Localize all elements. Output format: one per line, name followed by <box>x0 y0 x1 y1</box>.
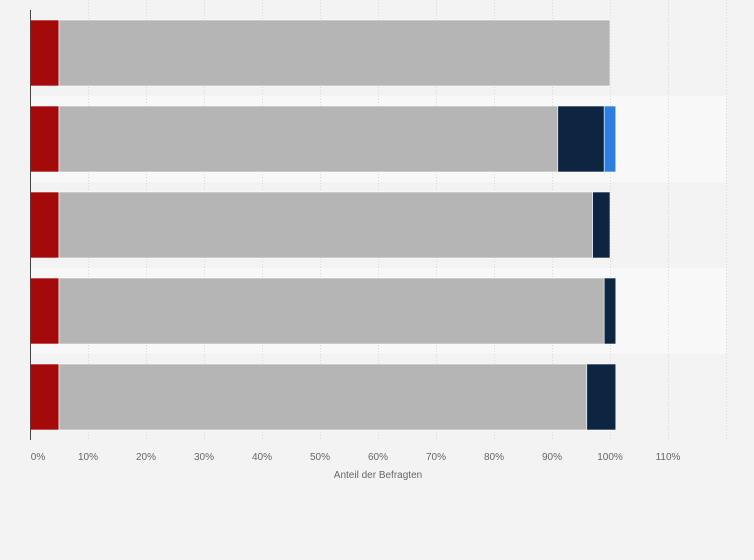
bar-segment[interactable] <box>586 363 617 431</box>
bar-segment[interactable] <box>58 105 559 173</box>
bars <box>29 19 617 431</box>
bar-segment[interactable] <box>58 191 593 259</box>
x-tick-label: 60% <box>368 452 388 463</box>
bar-segment[interactable] <box>592 191 611 259</box>
x-tick-label: 20% <box>136 452 156 463</box>
bar-segment[interactable] <box>58 277 605 345</box>
x-tick-labels: 0% 10% 20% 30% 40% 50% 60% 70% 80% 90% 100% 110% <box>31 452 681 463</box>
x-tick-label: 0% <box>31 452 46 463</box>
x-axis-title: Anteil der Befragten <box>334 470 422 481</box>
bar-segment[interactable] <box>58 363 588 431</box>
bar-segment[interactable] <box>603 277 617 345</box>
bar-segment[interactable] <box>29 363 60 431</box>
x-tick-label: 80% <box>484 452 504 463</box>
bar-segment[interactable] <box>58 19 611 87</box>
x-tick-label: 100% <box>597 452 623 463</box>
x-tick-label: 30% <box>194 452 214 463</box>
bar-segment[interactable] <box>29 105 60 173</box>
bar-segment[interactable] <box>603 105 617 173</box>
x-tick-label: 70% <box>426 452 446 463</box>
x-tick-label: 110% <box>656 452 681 463</box>
bar-segment[interactable] <box>29 277 60 345</box>
bar-segment[interactable] <box>29 191 60 259</box>
x-tick-label: 40% <box>252 452 272 463</box>
x-tick-label: 50% <box>310 452 330 463</box>
x-tick-label: 90% <box>542 452 562 463</box>
bar-segment[interactable] <box>29 19 60 87</box>
x-tick-label: 10% <box>78 452 98 463</box>
bar-segment[interactable] <box>557 105 605 173</box>
